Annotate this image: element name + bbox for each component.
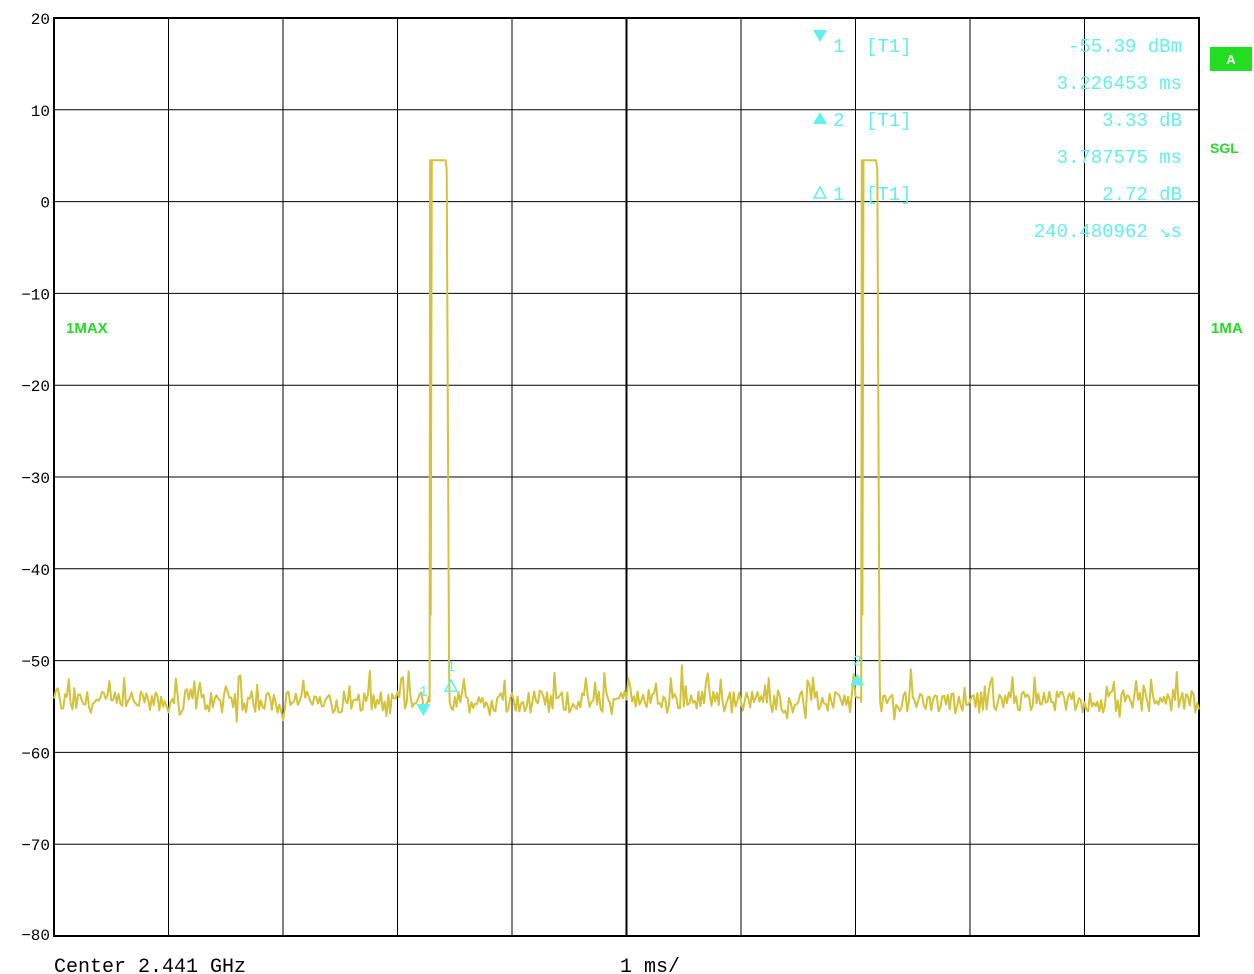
y-tick-label: −70 (21, 837, 50, 855)
trace-1max-line (53, 159, 1200, 723)
span-per-division-label: 1 ms/ (620, 956, 680, 974)
table-marker-trace: [T1] (866, 36, 912, 58)
y-tick-label: 20 (31, 11, 50, 29)
y-tick-label: −60 (21, 745, 50, 763)
badge-a: A (1226, 52, 1236, 67)
table-marker-trace: [T1] (866, 184, 912, 206)
marker-number-label: 1 (419, 684, 428, 701)
delta-1-symbol (443, 678, 459, 692)
table-marker-time: 3.226453 ms (1057, 73, 1182, 95)
y-tick-label: −10 (21, 286, 50, 304)
table-marker-id: 1 (833, 36, 844, 58)
badge-a-bg (1210, 47, 1252, 71)
table-marker-value: 3.33 dB (1102, 110, 1182, 132)
y-axis-ticks: 20 10 0 −10 −20 −30 −40 −50 −60 −70 −80 (21, 11, 50, 945)
y-tick-label: 0 (40, 195, 50, 213)
trace-label-left: 1MAX (66, 320, 108, 337)
y-tick-label: −80 (21, 927, 50, 945)
marker-table: 1 [T1] -55.39 dBm 3.226453 ms 2 [T1] 3.33 dB 3.… (812, 30, 1182, 243)
table-delta-1-icon (812, 185, 828, 199)
y-tick-label: −40 (21, 562, 50, 580)
table-marker-time: 240.480962 ↘s (1034, 221, 1182, 243)
marker-layer: 1 2 1 (416, 654, 865, 717)
marker-1-symbol (416, 704, 431, 717)
marker-number-label: 1 (446, 659, 455, 676)
table-marker-id: 2 (833, 110, 844, 132)
marker-number-label: 2 (853, 654, 862, 671)
trace-label-right: 1MA (1211, 320, 1243, 337)
table-marker-value: -55.39 dBm (1068, 36, 1182, 58)
table-delta-2-icon (813, 112, 827, 124)
table-marker-value: 2.72 dB (1102, 184, 1182, 206)
y-tick-label: −50 (21, 654, 50, 672)
center-frequency-label: Center 2.441 GHz (54, 956, 246, 974)
table-marker-trace: [T1] (866, 110, 912, 132)
table-marker-time: 3.787575 ms (1057, 147, 1182, 169)
table-marker-id: 1 (833, 184, 844, 206)
table-marker-1-icon (813, 30, 827, 42)
marker-2-symbol (850, 673, 865, 686)
y-tick-label: 10 (31, 103, 50, 121)
y-tick-label: −20 (21, 378, 50, 396)
y-tick-label: −30 (21, 470, 50, 488)
plot-grid (53, 17, 1200, 937)
trace-layer (53, 159, 1200, 723)
sgl-indicator: SGL (1210, 140, 1239, 156)
